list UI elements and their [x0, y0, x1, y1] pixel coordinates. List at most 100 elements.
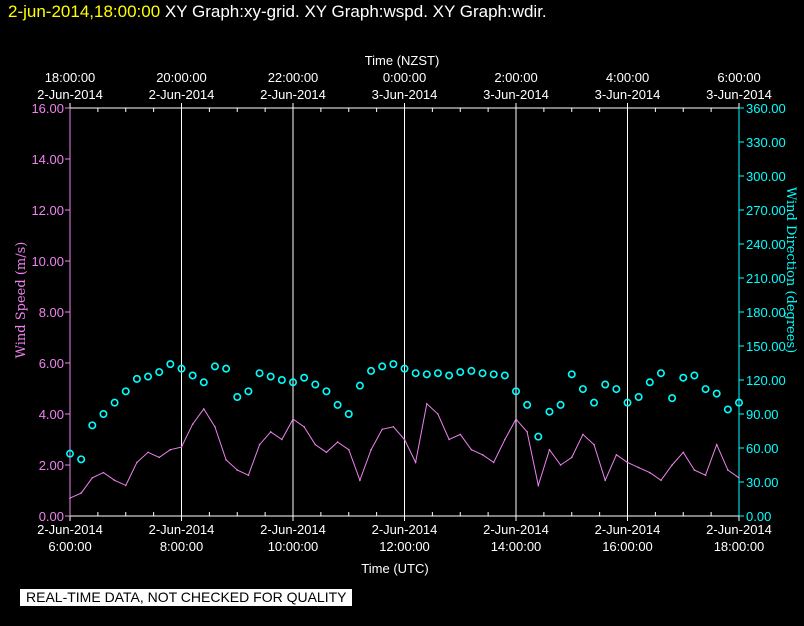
wind-direction-point	[500, 371, 509, 380]
wind-direction-point	[545, 407, 554, 416]
wind-direction-point	[422, 370, 431, 379]
wind-direction-point	[478, 369, 487, 378]
y-tick-label: 14.00	[31, 152, 64, 167]
wind-speed-point	[269, 431, 272, 433]
wind-speed-point	[515, 418, 517, 420]
wind-speed-point	[292, 418, 294, 420]
wind-direction-point	[311, 380, 320, 389]
wind-speed-point	[80, 492, 82, 494]
wind-speed-point	[626, 461, 629, 464]
wind-direction-point	[300, 373, 309, 382]
y-tick-label: 10.00	[31, 254, 64, 269]
wind-speed-point	[504, 438, 506, 441]
x-tick-label: 2-Jun-2014	[483, 522, 549, 537]
y2-tick-label: 120.00	[746, 373, 786, 388]
wind-direction-point	[99, 409, 108, 418]
timestamp: 2-jun-2014,18:00:00	[8, 2, 161, 21]
wind-direction-point	[601, 380, 610, 389]
y2-axis-label: Wind Direction (degrees)	[783, 187, 798, 353]
wind-direction-point	[489, 370, 498, 379]
y-tick-label: 6.00	[39, 356, 64, 371]
wind-direction-point	[723, 405, 732, 414]
y2-tick-label: 60.00	[746, 441, 779, 456]
wind-direction-point	[367, 366, 376, 375]
x-tick-label: 2-Jun-2014	[595, 522, 661, 537]
wind-speed-point	[225, 459, 227, 461]
wind-direction-point	[177, 364, 186, 373]
wind-speed-point	[214, 425, 216, 428]
x2-tick-label: 20:00:00	[156, 70, 207, 85]
x-tick-label: 2-Jun-2014	[149, 522, 215, 537]
wind-direction-point	[344, 409, 353, 418]
wind-speed-point	[191, 423, 194, 426]
axis-ticks: 2-Jun-2014 6:00:00 2-Jun-2014 8:00:00 2-Jun-…	[31, 70, 785, 554]
graph-title: XY Graph:xy-grid. XY Graph:wspd. XY Grap…	[164, 2, 547, 21]
wind-direction-point	[255, 369, 264, 378]
x2-tick-label: 6:00:00	[717, 70, 760, 85]
y-tick-label: 16.00	[31, 101, 64, 116]
wind-speed-point	[615, 454, 618, 456]
wind-direction-point	[656, 369, 665, 378]
x2-tick-label: 3-Jun-2014	[706, 87, 772, 102]
wind-direction-point	[690, 371, 699, 380]
wind-speed-point	[459, 433, 462, 436]
wind-speed-point	[158, 456, 160, 459]
wind-speed-point	[124, 484, 127, 487]
y-axis-label: Wind Speed (m/s)	[14, 242, 29, 359]
wind-speed-point	[236, 469, 239, 471]
wind-direction-point	[534, 432, 543, 441]
x2-tick-label: 3-Jun-2014	[483, 87, 549, 102]
wind-direction-point	[155, 368, 164, 377]
wind-direction-point	[355, 381, 364, 390]
wind-direction-point	[199, 378, 208, 387]
wind-direction-point	[77, 455, 86, 464]
wind-speed-point	[281, 438, 283, 441]
wind-direction-point	[121, 387, 130, 396]
y2-tick-label: 300.00	[746, 169, 786, 184]
wind-direction-point	[378, 362, 387, 371]
y-tick-label: 0.00	[39, 509, 64, 524]
x2-tick-label: 3-Jun-2014	[595, 87, 661, 102]
wind-speed-point	[258, 443, 261, 446]
wind-speed-point	[526, 431, 528, 433]
wind-direction-point	[467, 366, 476, 375]
wind-speed-point	[392, 425, 395, 428]
x-tick-label: 2-Jun-2014	[260, 522, 326, 537]
x2-tick-label: 2-Jun-2014	[37, 87, 103, 102]
wind-speed-point	[604, 479, 606, 482]
wind-speed-point	[247, 474, 250, 477]
y-tick-label: 12.00	[31, 203, 64, 218]
wind-speed-point	[314, 443, 317, 446]
wind-speed-point	[325, 451, 328, 454]
y2-tick-label: 360.00	[746, 101, 786, 116]
wind-speed-point	[715, 443, 718, 446]
wind-speed-point	[113, 479, 116, 482]
wind-direction-point	[567, 370, 576, 379]
y2-tick-label: 240.00	[746, 237, 786, 252]
wind-direction-point	[322, 387, 331, 396]
wind-direction-point	[523, 400, 532, 409]
wind-direction-point	[277, 375, 286, 384]
wind-direction-point	[188, 371, 197, 380]
y2-tick-label: 210.00	[746, 271, 786, 286]
wind-direction-point	[445, 371, 454, 380]
wind-speed-point	[593, 443, 595, 446]
x-tick-label: 18:00:00	[714, 539, 765, 554]
chart-header: 2-jun-2014,18:00:00 XY Graph:xy-grid. XY…	[8, 2, 547, 22]
wind-speed-point	[303, 425, 305, 428]
wind-speed-point	[693, 469, 696, 471]
wind-direction-point	[210, 362, 219, 371]
wind-speed-point	[91, 476, 94, 479]
wind-direction-point	[132, 374, 141, 383]
y-tick-label: 4.00	[39, 407, 64, 422]
y2-tick-label: 0.00	[746, 509, 771, 524]
x-axis-label: Time (UTC)	[361, 561, 428, 576]
wind-speed-point	[448, 438, 450, 441]
x-tick-label: 8:00:00	[160, 539, 203, 554]
x2-tick-label: 2-Jun-2014	[149, 87, 215, 102]
wind-speed-point	[359, 479, 361, 482]
wind-direction-point	[244, 387, 253, 396]
y2-tick-label: 330.00	[746, 135, 786, 150]
wind-speed-point	[437, 413, 439, 415]
wind-direction-point	[144, 372, 153, 381]
